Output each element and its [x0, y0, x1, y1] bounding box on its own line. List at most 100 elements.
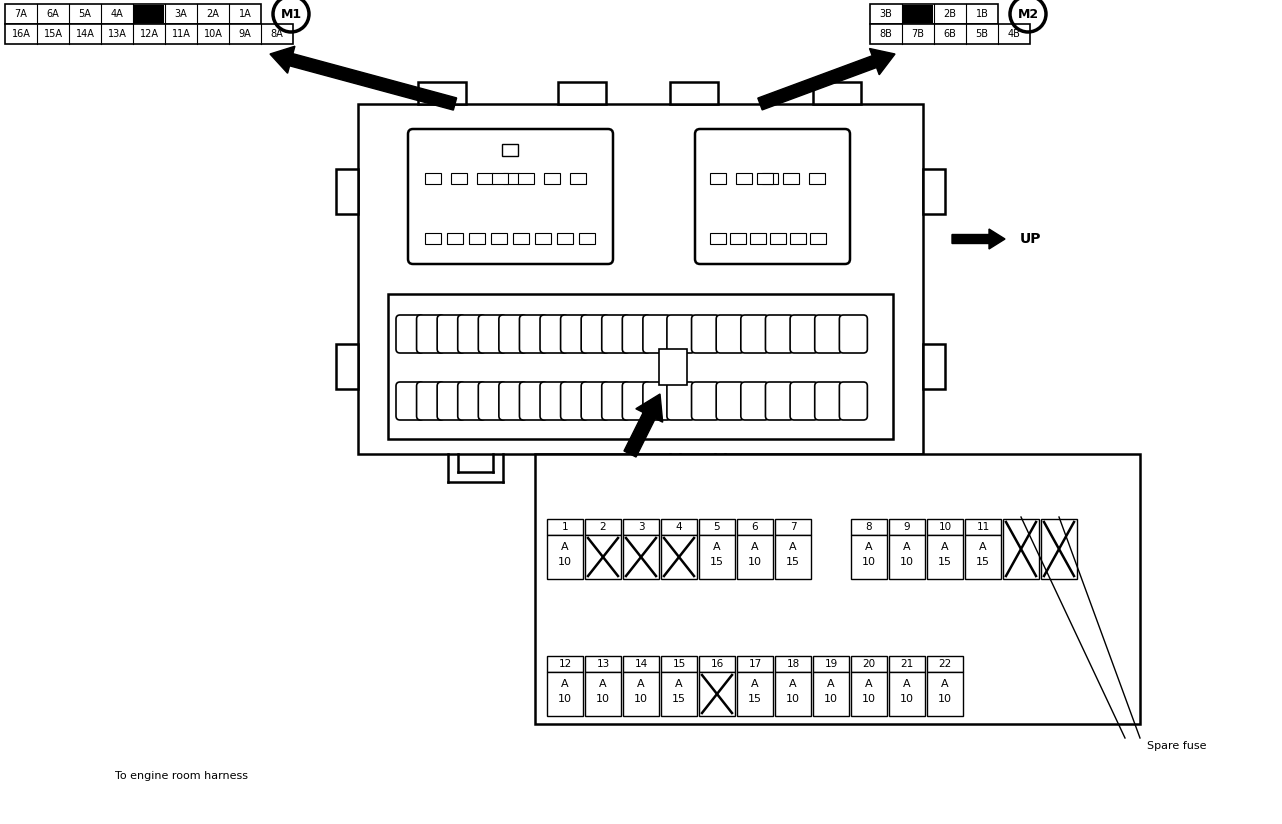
Bar — [477, 173, 494, 184]
Bar — [776, 672, 812, 716]
Text: 10A: 10A — [204, 29, 223, 39]
Bar — [813, 656, 849, 672]
Bar — [737, 519, 773, 535]
Text: A: A — [790, 679, 797, 690]
Bar — [927, 519, 963, 535]
Bar — [388, 294, 894, 439]
Bar — [809, 173, 826, 184]
Bar — [556, 233, 573, 244]
Bar — [585, 535, 620, 579]
FancyBboxPatch shape — [560, 315, 588, 353]
Bar — [135, 5, 164, 23]
Bar — [762, 173, 778, 184]
Bar — [710, 173, 726, 184]
Text: A: A — [713, 542, 720, 552]
Text: 10: 10 — [938, 695, 953, 705]
Text: A: A — [827, 679, 835, 690]
FancyBboxPatch shape — [667, 315, 695, 353]
FancyBboxPatch shape — [396, 382, 424, 420]
Bar — [418, 82, 465, 104]
Text: A: A — [941, 542, 949, 552]
Text: 10: 10 — [558, 695, 572, 705]
Text: 13: 13 — [596, 659, 610, 669]
Text: 10: 10 — [938, 522, 951, 532]
Text: 15: 15 — [747, 695, 762, 705]
Text: 6A: 6A — [46, 9, 59, 19]
Bar — [336, 344, 358, 389]
Text: 10: 10 — [786, 695, 800, 705]
Text: 2: 2 — [600, 522, 606, 532]
Text: M1: M1 — [281, 7, 301, 21]
Text: 8A: 8A — [271, 29, 283, 39]
FancyBboxPatch shape — [815, 315, 842, 353]
FancyBboxPatch shape — [840, 382, 868, 420]
Bar — [737, 535, 773, 579]
Bar — [547, 535, 583, 579]
Bar — [927, 656, 963, 672]
Bar — [5, 24, 294, 44]
FancyBboxPatch shape — [765, 315, 794, 353]
Text: 10: 10 — [596, 695, 610, 705]
Text: 21: 21 — [900, 659, 914, 669]
Bar — [670, 82, 718, 104]
FancyBboxPatch shape — [437, 382, 465, 420]
Text: 1B: 1B — [976, 9, 988, 19]
FancyBboxPatch shape — [691, 315, 719, 353]
Text: 17: 17 — [749, 659, 762, 669]
Bar — [503, 173, 519, 184]
Bar — [903, 5, 933, 23]
Bar — [451, 173, 467, 184]
FancyBboxPatch shape — [601, 382, 629, 420]
Bar — [1041, 519, 1077, 579]
Text: 10: 10 — [747, 557, 762, 567]
Text: 7A: 7A — [14, 9, 27, 19]
Bar — [336, 169, 358, 214]
FancyBboxPatch shape — [437, 315, 465, 353]
FancyBboxPatch shape — [741, 315, 769, 353]
Text: 12: 12 — [559, 659, 572, 669]
Bar — [810, 233, 826, 244]
Text: A: A — [599, 679, 606, 690]
Text: A: A — [979, 542, 987, 552]
Text: M2: M2 — [1018, 7, 1038, 21]
Text: A: A — [637, 679, 645, 690]
FancyBboxPatch shape — [642, 315, 670, 353]
FancyBboxPatch shape — [765, 382, 794, 420]
Bar — [535, 454, 1140, 724]
Polygon shape — [271, 46, 456, 110]
Bar — [579, 233, 595, 244]
Bar — [888, 672, 926, 716]
Bar — [710, 233, 726, 244]
Text: A: A — [751, 679, 759, 690]
Bar — [923, 169, 945, 214]
Text: 19: 19 — [824, 659, 837, 669]
FancyBboxPatch shape — [519, 315, 547, 353]
Bar — [776, 535, 812, 579]
Bar — [544, 173, 560, 184]
Text: A: A — [562, 679, 569, 690]
Bar — [469, 233, 485, 244]
Bar — [790, 233, 806, 244]
Bar — [776, 519, 812, 535]
Text: 2A: 2A — [206, 9, 219, 19]
Bar — [776, 656, 812, 672]
Bar — [737, 672, 773, 716]
FancyBboxPatch shape — [790, 382, 818, 420]
Bar — [547, 656, 583, 672]
Text: 1A: 1A — [238, 9, 251, 19]
Text: 3B: 3B — [879, 9, 892, 19]
Text: 10: 10 — [900, 557, 914, 567]
FancyBboxPatch shape — [717, 382, 744, 420]
Bar — [851, 672, 887, 716]
Bar — [927, 535, 963, 579]
Text: 15: 15 — [976, 557, 990, 567]
Bar — [547, 519, 583, 535]
Text: 9: 9 — [904, 522, 910, 532]
Text: 5B: 5B — [976, 29, 988, 39]
Text: A: A — [562, 542, 569, 552]
Bar — [1003, 519, 1038, 579]
Bar — [888, 535, 926, 579]
Bar — [736, 173, 753, 184]
Text: 22: 22 — [938, 659, 951, 669]
Bar — [585, 656, 620, 672]
